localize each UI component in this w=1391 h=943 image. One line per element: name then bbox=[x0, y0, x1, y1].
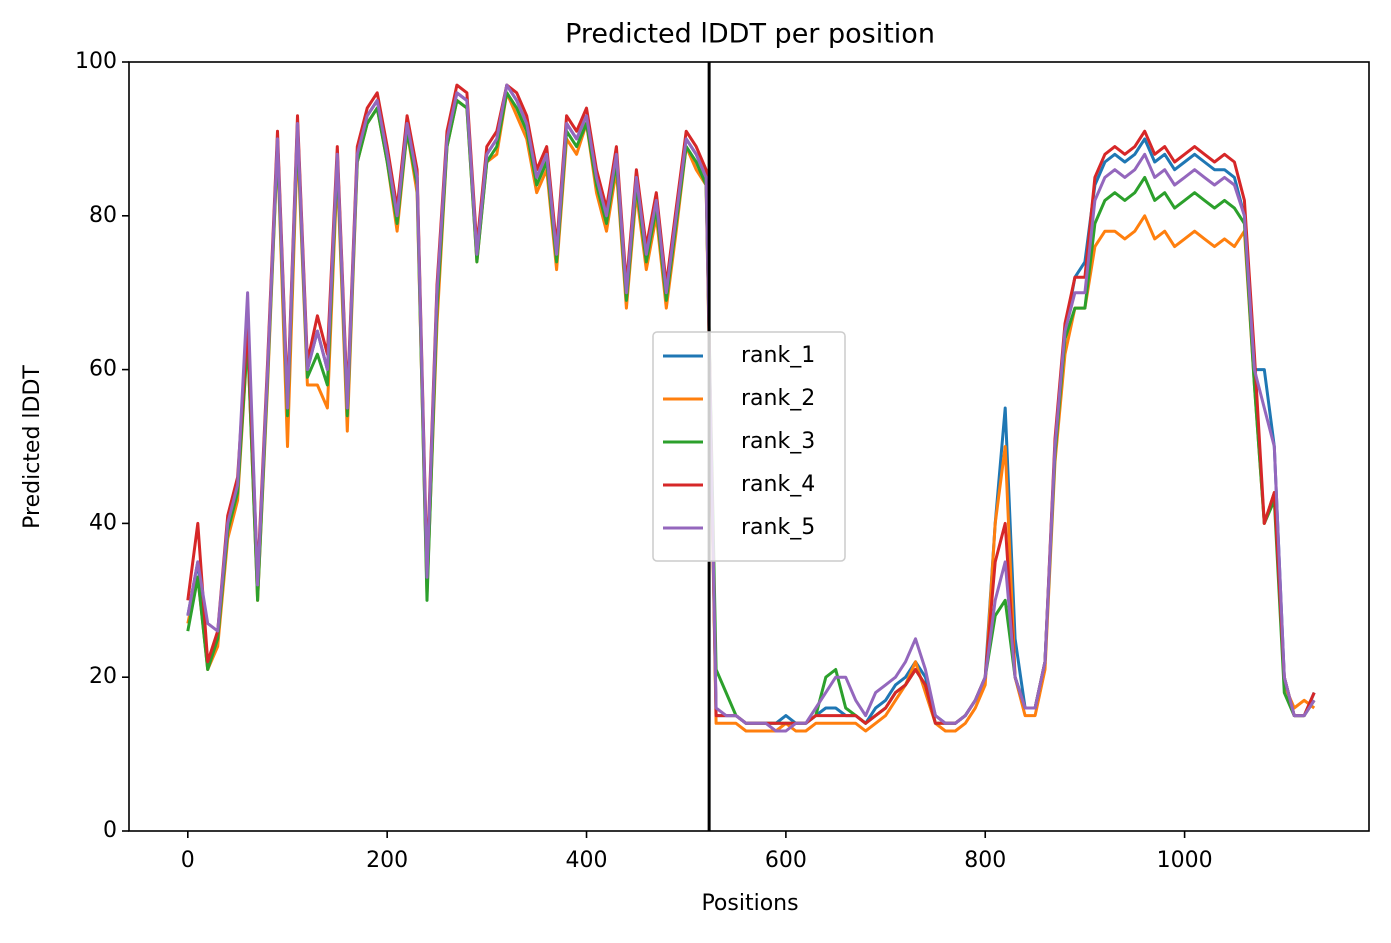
y-tick-label: 0 bbox=[103, 818, 117, 843]
legend-box bbox=[652, 331, 846, 562]
x-tick-label: 1000 bbox=[1157, 848, 1213, 873]
x-tick-label: 600 bbox=[765, 848, 807, 873]
plot-frame bbox=[128, 61, 1370, 832]
legend-label: rank_3 bbox=[741, 429, 815, 454]
legend-label: rank_5 bbox=[741, 515, 815, 540]
y-tick-label: 40 bbox=[89, 510, 117, 535]
x-axis-label: Positions bbox=[701, 891, 798, 916]
x-tick-label: 200 bbox=[366, 848, 408, 873]
legend: rank_1 rank_2 rank_3 rank_4 rank_5 bbox=[652, 331, 846, 562]
legend-label: rank_4 bbox=[741, 472, 815, 497]
series-line bbox=[186, 83, 1316, 733]
y-tick-label: 60 bbox=[89, 357, 117, 382]
chart-title: Predicted lDDT per position bbox=[565, 19, 935, 50]
y-tick-label: 100 bbox=[75, 49, 117, 74]
y-tick-label: 80 bbox=[89, 203, 117, 228]
x-tick-label: 0 bbox=[181, 848, 195, 873]
x-tick-label: 400 bbox=[566, 848, 608, 873]
legend-label: rank_1 bbox=[741, 343, 815, 368]
legend-label: rank_2 bbox=[741, 386, 815, 411]
y-tick-label: 20 bbox=[89, 664, 117, 689]
y-axis-label: Predicted lDDT bbox=[20, 365, 45, 529]
x-tick-label: 800 bbox=[964, 848, 1006, 873]
